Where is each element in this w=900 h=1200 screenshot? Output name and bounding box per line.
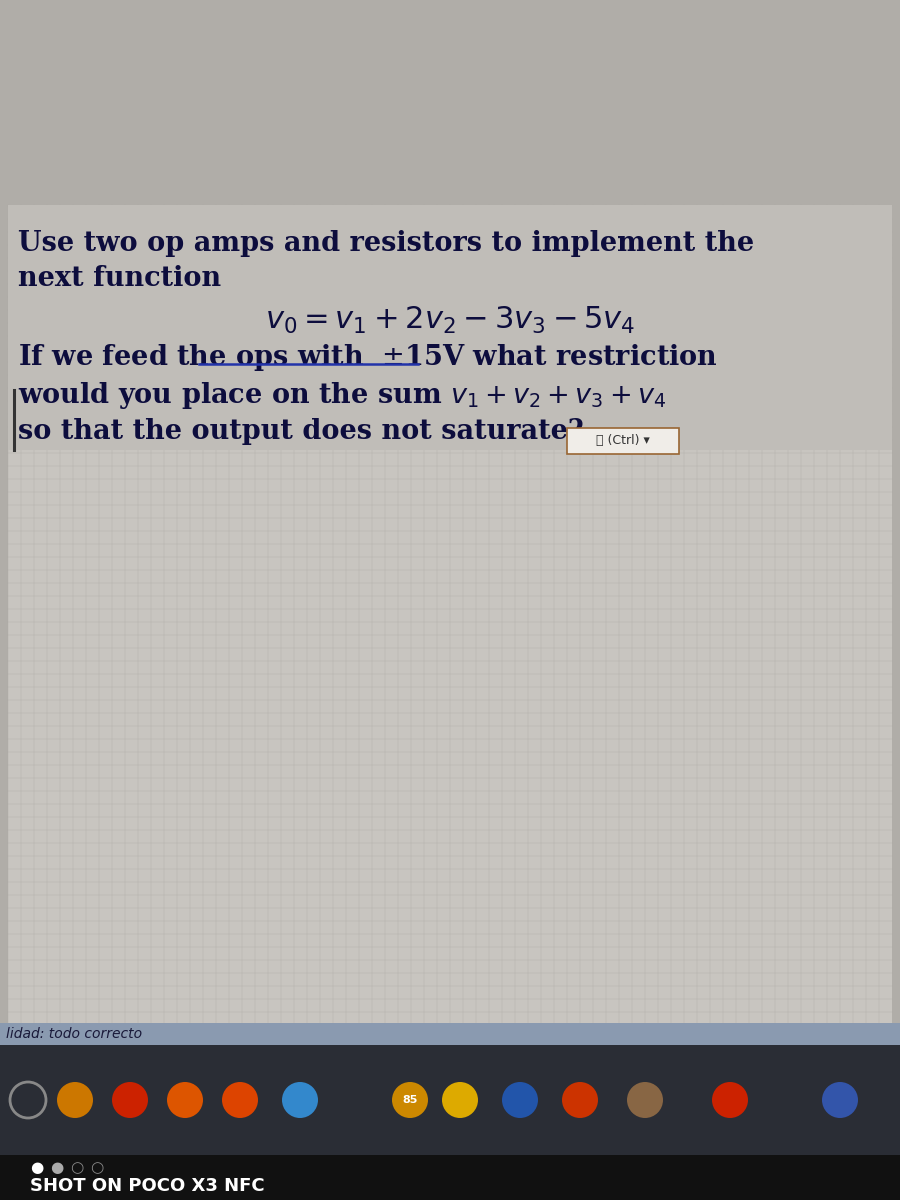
Bar — [0, 1022, 900, 1045]
Circle shape — [502, 1082, 538, 1118]
Circle shape — [112, 1082, 148, 1118]
Circle shape — [392, 1082, 428, 1118]
Text: ⧉ (Ctrl) ▾: ⧉ (Ctrl) ▾ — [596, 434, 650, 448]
Circle shape — [562, 1082, 598, 1118]
Circle shape — [167, 1082, 203, 1118]
Circle shape — [627, 1082, 663, 1118]
Text: Use two op amps and resistors to implement the: Use two op amps and resistors to impleme… — [18, 230, 754, 257]
Text: ●: ● — [50, 1160, 63, 1176]
Circle shape — [442, 1082, 478, 1118]
Text: If we feed the ops with  $\pm$15V what restriction: If we feed the ops with $\pm$15V what re… — [18, 342, 718, 373]
Circle shape — [222, 1082, 258, 1118]
Bar — [0, 0, 900, 1045]
Text: ●: ● — [30, 1160, 43, 1176]
Circle shape — [822, 1082, 858, 1118]
Text: SHOT ON POCO X3 NFC: SHOT ON POCO X3 NFC — [30, 1177, 265, 1195]
Text: 85: 85 — [402, 1094, 418, 1105]
Bar — [8, 205, 892, 1025]
Circle shape — [282, 1082, 318, 1118]
Text: ○: ○ — [70, 1160, 83, 1176]
Text: would you place on the sum $v_1 + v_2 + v_3 + v_4$: would you place on the sum $v_1 + v_2 + … — [18, 380, 666, 410]
FancyBboxPatch shape — [567, 428, 679, 454]
Bar — [8, 205, 892, 450]
Circle shape — [57, 1082, 93, 1118]
Circle shape — [712, 1082, 748, 1118]
Bar — [0, 1154, 900, 1200]
Bar — [0, 1045, 900, 1154]
Text: next function: next function — [18, 265, 221, 292]
Text: lidad: todo correcto: lidad: todo correcto — [6, 1027, 142, 1040]
Text: ○: ○ — [90, 1160, 104, 1176]
Text: so that the output does not saturate?: so that the output does not saturate? — [18, 418, 584, 445]
Text: $v_0 = v_1 + 2v_2 - 3v_3 - 5v_4$: $v_0 = v_1 + 2v_2 - 3v_3 - 5v_4$ — [265, 305, 635, 336]
